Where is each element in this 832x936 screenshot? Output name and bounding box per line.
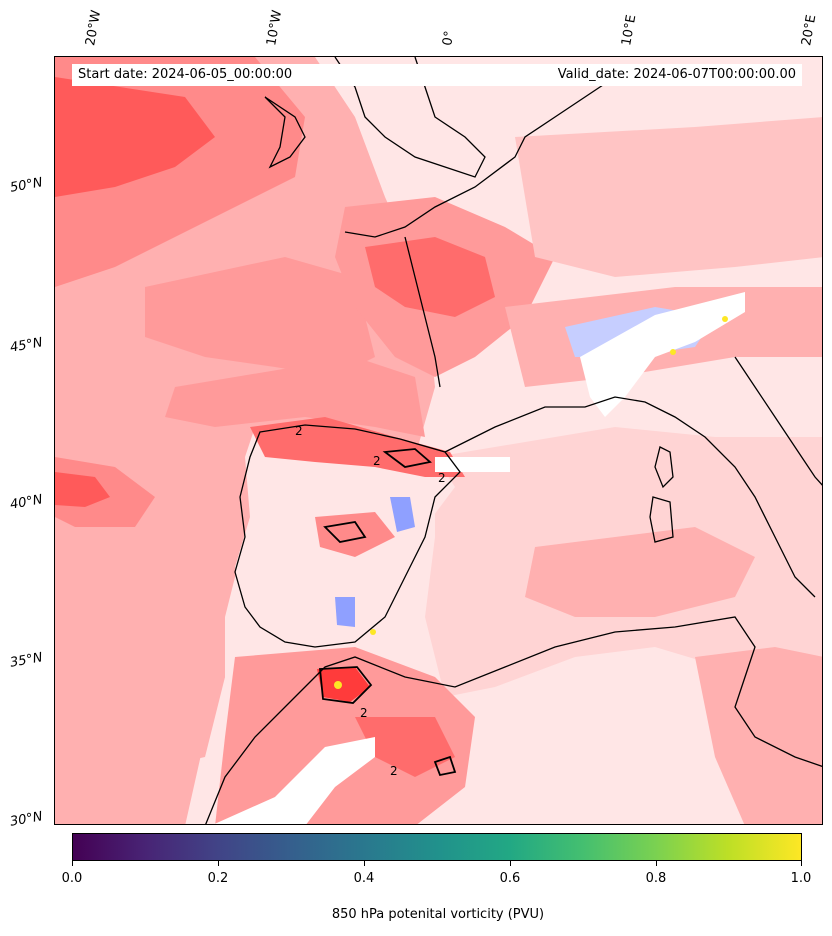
coast-italy	[734, 356, 822, 486]
lon-label-20w: 20°W	[83, 9, 105, 48]
colorbar	[72, 833, 802, 861]
colorbar-tick-label: 0.2	[207, 871, 229, 886]
lon-label-0: 0°	[440, 29, 458, 47]
pv-region-atlantic-core	[55, 77, 215, 197]
colorbar-tick-label: 0.0	[61, 871, 83, 886]
lat-label-40n: 40°N	[8, 492, 44, 513]
colorbar-tick	[801, 861, 802, 866]
lon-label-10w: 10°W	[264, 9, 286, 48]
coast-france-west	[404, 236, 441, 388]
contour-label: 2	[360, 706, 368, 720]
contour-iberia-north	[382, 448, 432, 468]
contour-label: 2	[295, 424, 303, 438]
contour-label: 2	[438, 471, 446, 485]
pv-region-iberia-blue2	[335, 597, 355, 627]
lat-label-30n: 30°N	[8, 809, 44, 830]
coast-corsica	[654, 446, 674, 489]
colorbar-tick	[656, 861, 657, 866]
contour-morocco	[319, 666, 373, 704]
pv-region-iberia-north	[250, 417, 465, 477]
colorbar-tick	[72, 861, 73, 866]
colorbar-tick-label: 0.4	[353, 871, 375, 886]
contour-iberia-center	[323, 521, 367, 543]
colorbar-title: 850 hPa potenital vorticity (PVU)	[331, 907, 545, 922]
pv-region-atlas-white	[214, 737, 375, 824]
colorbar-tick	[510, 861, 511, 866]
colorbar-tick-label: 0.6	[499, 871, 521, 886]
date-header: Start date: 2024-06-05_00:00:00 Valid_da…	[72, 64, 802, 86]
pv-region-atlantic-west-core	[55, 472, 110, 507]
pv-region-med-band	[525, 527, 755, 617]
pv-region-morocco-core	[317, 667, 370, 702]
start-date-label: Start date: 2024-06-05_00:00:00	[78, 67, 293, 82]
pv-region-east-band	[695, 647, 822, 824]
contour-labels: 2 2 2 2 2	[295, 424, 446, 778]
coast-med-north	[444, 396, 816, 598]
pv-region-biscay	[165, 357, 425, 437]
pv-region-france-core	[365, 237, 495, 317]
pv-region-west-africa-band	[55, 617, 225, 777]
map-panel: 2 2 2 2 2	[54, 56, 823, 825]
coast-north-africa	[205, 616, 822, 824]
colorbar-tick-label: 1.0	[790, 871, 812, 886]
lat-label-45n: 45°N	[8, 335, 44, 356]
contour-label: 2	[373, 454, 381, 468]
pv-region-germany	[515, 117, 822, 277]
coast-ireland	[264, 96, 306, 169]
coast-france-north	[344, 76, 616, 238]
pv-region-alps-white	[580, 292, 745, 417]
pv-region-atlantic-band2	[145, 257, 375, 377]
pv-region-morocco	[215, 647, 475, 824]
colorbar-tick	[218, 861, 219, 866]
lon-label-20e: 20°E	[799, 13, 820, 47]
lat-label-35n: 35°N	[8, 650, 44, 671]
contour-atlas	[433, 755, 457, 777]
coast-sardinia	[649, 496, 674, 543]
coastlines	[205, 57, 822, 824]
lon-label-10e: 10°E	[619, 13, 640, 47]
valid-date-label: Valid_date: 2024-06-07T00:00:00.00	[557, 67, 796, 82]
pv-spot-morocco	[334, 681, 342, 689]
pv-region-atlas	[355, 717, 455, 777]
lat-label-50n: 50°N	[8, 175, 44, 196]
contour-label: 2	[390, 764, 398, 778]
pv-field-svg: 2 2 2 2 2	[55, 57, 822, 824]
pv-spot-alps	[722, 316, 728, 322]
pv-spot-iberia-south	[370, 629, 376, 635]
pv-region-iberia-white	[435, 457, 510, 472]
pv-high-spots	[334, 316, 728, 689]
pv-region-iberia-blue1	[390, 497, 415, 532]
colorbar-tick-label: 0.8	[645, 871, 667, 886]
colorbar-tick	[364, 861, 365, 866]
pv-region-iberia-center	[315, 512, 395, 557]
pv-spot-alps-west	[670, 349, 676, 355]
pv-contours	[319, 448, 457, 777]
coast-britain	[334, 57, 486, 178]
coast-iberia	[234, 424, 461, 648]
